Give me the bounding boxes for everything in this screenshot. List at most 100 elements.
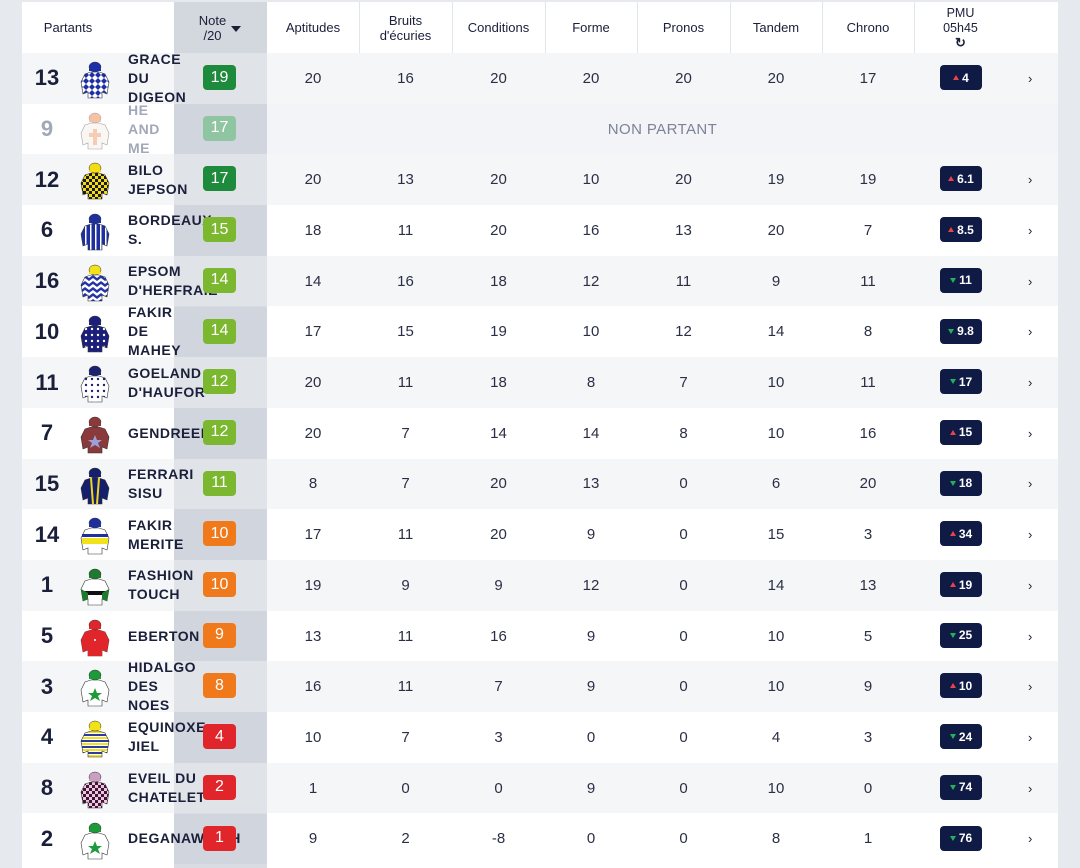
header-pronos-label: Pronos [662, 20, 705, 35]
row-expand-chevron-icon[interactable]: › [1028, 222, 1033, 238]
row-expand-chevron-icon[interactable]: › [1028, 831, 1033, 847]
pronos-value: 11 [675, 272, 692, 290]
sort-desc-icon[interactable] [231, 26, 241, 32]
horse-name[interactable]: BILO JEPSON [128, 161, 188, 197]
pmu-odds-value: 15 [958, 425, 973, 440]
table-row[interactable]: 6 BORDEAUX S. 15 18 11 20 16 13 20 7 8.5 › [22, 205, 1058, 256]
row-expand-chevron-icon[interactable]: › [1028, 324, 1033, 340]
tandem-value: 4 [771, 728, 781, 746]
horse-name[interactable]: FAKIR DE MAHEY [128, 304, 182, 359]
trend-down-icon [949, 379, 956, 385]
table-row[interactable]: 3 HIDALGO DES NOES 8 16 11 7 9 0 10 9 10 › [22, 659, 1058, 714]
header-divider [637, 2, 638, 53]
row-expand-chevron-icon[interactable]: › [1028, 780, 1033, 796]
pronos-value: 0 [679, 475, 688, 493]
table-row[interactable]: 16 EPSOM D'HERFRAIE 14 14 16 18 12 11 9 11 11 › [22, 255, 1058, 307]
table-row[interactable]: 8 EVEIL DU CHATELET 2 1 0 0 9 0 10 0 74 › [22, 762, 1058, 814]
chrono-value: 17 [859, 69, 877, 87]
table-row[interactable]: 5 EBERTON 9 13 11 16 9 0 10 5 25 › [22, 610, 1058, 662]
horse-name[interactable]: BORDEAUX S. [128, 212, 213, 248]
tandem-value: 10 [767, 374, 785, 392]
header-chrono[interactable]: Chrono [822, 2, 914, 53]
trend-up-icon [949, 429, 956, 435]
pmu-odds-badge: 24 [940, 724, 982, 750]
aptitudes-value: 20 [304, 374, 322, 392]
horse-number: 14 [34, 521, 60, 547]
row-expand-chevron-icon[interactable]: › [1028, 476, 1033, 492]
header-pronos[interactable]: Pronos [637, 2, 730, 53]
bruits-value: 0 [401, 779, 410, 797]
pmu-odds-value: 19 [958, 577, 973, 592]
note-badge: 14 [203, 267, 236, 293]
header-forme[interactable]: Forme [545, 2, 637, 53]
pmu-odds-badge: 9.8 [940, 318, 982, 344]
chrono-value: 20 [859, 475, 877, 493]
row-expand-chevron-icon[interactable]: › [1028, 425, 1033, 441]
row-expand-chevron-icon[interactable]: › [1028, 679, 1033, 695]
pronos-value: 12 [675, 323, 692, 341]
aptitudes-value: 16 [304, 678, 322, 696]
horse-name[interactable]: FERRARI SISU [128, 465, 194, 501]
note-badge: 4 [203, 724, 236, 750]
pmu-odds-badge: 4 [940, 65, 982, 90]
horse-name[interactable]: GENDREEN [128, 424, 212, 441]
header-partants[interactable]: Partants [22, 2, 114, 53]
header-conditions[interactable]: Conditions [452, 2, 545, 53]
table-row[interactable]: 14 FAKIR MERITE 10 17 11 20 9 0 15 3 34 › [22, 509, 1058, 560]
horse-name[interactable]: EVEIL DU CHATELET [128, 770, 206, 806]
note-badge: 17 [203, 166, 236, 192]
horse-name[interactable]: HE AND ME [128, 101, 160, 156]
header-forme-label: Forme [572, 20, 610, 35]
header-tandem[interactable]: Tandem [730, 2, 822, 53]
forme-value: 0 [586, 830, 596, 848]
table-row[interactable]: 13 GRACE DU DIGEON 19 20 16 20 20 20 20 17 4 › [22, 50, 1058, 105]
table-row[interactable]: 4 EQUINOXE JIEL 4 10 7 3 0 0 4 3 24 › [22, 712, 1058, 763]
horse-name[interactable]: GRACE DU DIGEON [128, 50, 187, 105]
forme-value: 9 [586, 678, 596, 696]
horse-number: 8 [40, 775, 54, 801]
horse-name[interactable]: GOELAND D'HAUFOR [128, 364, 206, 400]
header-bruits[interactable]: Bruits d'écuries [359, 2, 452, 53]
header-pmu[interactable]: PMU 05h45 ↻ [914, 2, 1007, 53]
bruits-value: 15 [397, 323, 414, 341]
table-row[interactable]: 1 FASHION TOUCH 10 19 9 9 12 0 14 13 19 › [22, 560, 1058, 611]
horse-name[interactable]: EBERTON [128, 627, 200, 644]
horse-name[interactable]: HIDALGO DES NOES [128, 659, 197, 714]
row-expand-chevron-icon[interactable]: › [1028, 172, 1033, 188]
header-aptitudes[interactable]: Aptitudes [267, 2, 359, 53]
conditions-value: 18 [490, 374, 507, 392]
row-expand-chevron-icon[interactable]: › [1028, 729, 1033, 745]
horse-name[interactable]: FASHION TOUCH [128, 567, 194, 603]
row-expand-chevron-icon[interactable]: › [1028, 70, 1033, 86]
trend-down-icon [950, 277, 957, 283]
jockey-silk-icon [77, 719, 113, 758]
header-note[interactable]: Note /20 [174, 2, 267, 53]
chrono-value: 8 [863, 323, 873, 341]
row-expand-chevron-icon[interactable]: › [1028, 527, 1033, 543]
pmu-odds-badge: 17 [940, 369, 982, 395]
horse-name[interactable]: EQUINOXE JIEL [128, 719, 206, 755]
horse-name[interactable]: FAKIR MERITE [128, 516, 184, 552]
horse-name[interactable]: EPSOM D'HERFRAIE [128, 263, 218, 299]
table-row[interactable]: 7 GENDREEN 12 20 7 14 14 8 10 16 15 › [22, 407, 1058, 459]
table-row[interactable]: 12 BILO JEPSON 17 20 13 20 10 20 19 19 6.1 › [22, 154, 1058, 206]
table-header: Partants Note /20 Aptitudes Bruits d'écu… [22, 2, 1058, 53]
non-partant-label: NON PARTANT [267, 103, 1058, 155]
table-row[interactable]: 9 HE AND ME 17 NON PARTANT [22, 101, 1058, 156]
jockey-silk-icon [77, 770, 113, 809]
pmu-odds-badge: 74 [940, 774, 982, 800]
row-expand-chevron-icon[interactable]: › [1028, 375, 1033, 391]
horse-number: 12 [34, 166, 60, 192]
chrono-value: 16 [859, 424, 877, 442]
refresh-icon[interactable]: ↻ [955, 35, 966, 50]
tandem-value: 14 [767, 323, 785, 341]
table-row[interactable]: 2 DEGANAWIDAH 1 9 2 -8 0 0 8 1 76 › [22, 813, 1058, 865]
conditions-value: 7 [494, 678, 503, 696]
table-row[interactable]: 15 FERRARI SISU 11 8 7 20 13 0 6 20 18 › [22, 458, 1058, 510]
pmu-odds-value: 4 [962, 70, 969, 85]
row-expand-chevron-icon[interactable]: › [1028, 628, 1033, 644]
row-expand-chevron-icon[interactable]: › [1028, 577, 1033, 593]
table-row[interactable]: 10 FAKIR DE MAHEY 14 17 15 19 10 12 14 8 9.8 › [22, 304, 1058, 359]
table-row[interactable]: 11 GOELAND D'HAUFOR 12 20 11 18 8 7 10 11 17 › [22, 357, 1058, 408]
row-expand-chevron-icon[interactable]: › [1028, 273, 1033, 289]
